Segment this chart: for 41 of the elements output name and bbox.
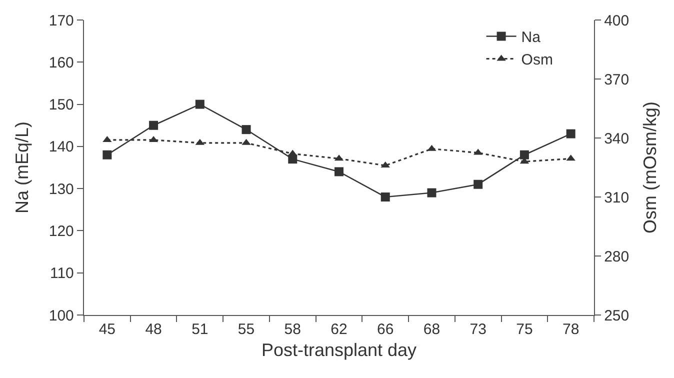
point bbox=[427, 188, 436, 198]
point bbox=[102, 150, 112, 160]
y2-tick-label: 250 bbox=[604, 307, 630, 324]
legend-label: Na bbox=[521, 29, 542, 46]
y-tick-label: 120 bbox=[48, 222, 74, 240]
point bbox=[474, 180, 483, 189]
x-tick-label: 55 bbox=[238, 321, 255, 338]
x-tick-label: 45 bbox=[98, 321, 116, 338]
y-axis-title: Na (mEq/L) bbox=[12, 121, 32, 214]
y-tick-label: 110 bbox=[50, 265, 74, 282]
x-tick-label: 66 bbox=[377, 321, 394, 338]
x-tick-label: 73 bbox=[470, 321, 486, 338]
y-tick-label: 170 bbox=[48, 12, 74, 30]
y2-tick-label: 400 bbox=[604, 12, 630, 30]
y-tick-label: 150 bbox=[48, 96, 74, 114]
point bbox=[566, 129, 576, 138]
x-tick-label: 68 bbox=[423, 321, 440, 338]
point bbox=[242, 125, 251, 134]
x-axis-title: Post-transplant day bbox=[261, 340, 417, 360]
point bbox=[195, 100, 204, 109]
point bbox=[334, 167, 344, 176]
point bbox=[520, 150, 529, 160]
x-tick-label: 78 bbox=[562, 321, 580, 338]
y-tick-label: 130 bbox=[48, 180, 74, 198]
point bbox=[380, 192, 390, 202]
y-tick-label: 100 bbox=[48, 307, 74, 324]
x-tick-label: 58 bbox=[284, 321, 301, 338]
point bbox=[149, 120, 158, 130]
y2-tick-label: 340 bbox=[604, 130, 630, 148]
y-tick-label: 140 bbox=[48, 138, 74, 156]
y2-tick-label: 370 bbox=[604, 71, 630, 88]
y2-tick-label: 310 bbox=[604, 189, 630, 206]
x-tick-label: 48 bbox=[145, 321, 162, 338]
x-tick-label: 75 bbox=[516, 321, 533, 338]
legend-label: Osm bbox=[521, 52, 553, 69]
y-tick-label: 160 bbox=[48, 54, 74, 72]
x-tick-label: 62 bbox=[330, 321, 348, 338]
point bbox=[288, 154, 298, 164]
y2-tick-label: 280 bbox=[604, 248, 630, 266]
x-tick-label: 51 bbox=[192, 321, 208, 338]
y2-axis-title: Osm (mOsm/kg) bbox=[640, 102, 660, 234]
